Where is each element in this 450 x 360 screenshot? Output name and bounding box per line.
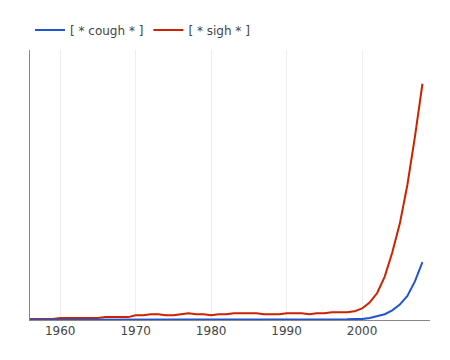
svg-text:[ * sigh * ]: [ * sigh * ] [188, 24, 249, 38]
svg-text:1980: 1980 [196, 324, 227, 338]
svg-text:2000: 2000 [347, 324, 378, 338]
svg-text:[ * cough * ]: [ * cough * ] [70, 24, 143, 38]
svg-text:1990: 1990 [271, 324, 302, 338]
svg-text:1970: 1970 [120, 324, 151, 338]
svg-text:1960: 1960 [45, 324, 76, 338]
